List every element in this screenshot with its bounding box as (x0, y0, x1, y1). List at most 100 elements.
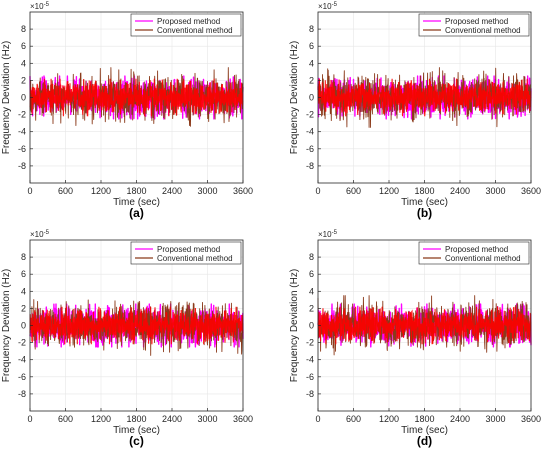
y-tick-label: 0 (309, 93, 314, 103)
y-tick-label: 2 (21, 303, 26, 313)
x-tick-label: 0 (315, 186, 320, 196)
x-tick-label: 3600 (233, 414, 253, 424)
legend-label: Conventional method (157, 254, 233, 263)
y-tick-label: -8 (18, 161, 26, 171)
y-tick-label: 8 (309, 24, 314, 34)
chart-panel-3: 0 600 1200 1800 2400 3000 3600 -8 -6 -4 -2 0 2 4 6 8 ×10… (1, 230, 253, 448)
y-axis-label: Frequency Deviation (Hz) (289, 269, 300, 382)
y-tick-label: 2 (309, 303, 314, 313)
x-tick-label: 1200 (91, 186, 111, 196)
panel-label: (b) (417, 206, 432, 220)
x-tick-label: 1200 (91, 414, 111, 424)
y-tick-label: 4 (21, 58, 26, 68)
overlay-trace (29, 78, 244, 117)
x-axis-label: Time (sec) (401, 425, 448, 436)
y-tick-label: -4 (306, 127, 314, 137)
y-exponent-label: ×10-5 (318, 230, 338, 239)
x-tick-label: 0 (27, 414, 32, 424)
y-tick-label: 8 (21, 24, 26, 34)
legend-box (418, 241, 530, 265)
x-tick-label: 2400 (450, 186, 470, 196)
x-tick-label: 1800 (126, 186, 146, 196)
legend-label: Conventional method (157, 26, 233, 35)
y-axis-label: Frequency Deviation (Hz) (1, 269, 12, 382)
y-tick-label: -4 (18, 355, 26, 365)
x-tick-label: 1200 (379, 414, 399, 424)
x-tick-label: 1800 (126, 414, 146, 424)
legend-label: Proposed method (157, 17, 220, 26)
y-tick-label: 4 (309, 286, 314, 296)
x-axis-label: Time (sec) (113, 197, 160, 208)
x-tick-label: 600 (58, 186, 73, 196)
y-tick-label: -4 (18, 127, 26, 137)
x-tick-label: 3000 (485, 414, 505, 424)
legend-label: Conventional method (445, 254, 521, 263)
y-tick-label: 8 (21, 252, 26, 262)
y-exponent-label: ×10-5 (30, 230, 50, 239)
x-tick-label: 1200 (379, 186, 399, 196)
chart-panel-1: 0 600 1200 1800 2400 3000 3600 -8 -6 -4 -2 0 2 4 6 8 ×10… (1, 2, 253, 220)
legend-box (130, 241, 242, 265)
legend-label: Conventional method (445, 26, 521, 35)
y-tick-label: -2 (18, 110, 26, 120)
x-tick-label: 2400 (450, 414, 470, 424)
x-tick-label: 2400 (162, 414, 182, 424)
panel-label: (a) (129, 206, 144, 220)
x-tick-label: 3000 (485, 186, 505, 196)
x-tick-label: 600 (346, 186, 361, 196)
y-axis-label: Frequency Deviation (Hz) (1, 41, 12, 154)
x-tick-label: 1800 (414, 414, 434, 424)
y-tick-label: 6 (21, 269, 26, 279)
y-tick-label: -2 (306, 110, 314, 120)
y-tick-label: -8 (18, 389, 26, 399)
chart-panel-4: 0 600 1200 1800 2400 3000 3600 -8 -6 -4 -2 0 2 4 6 8 ×10… (289, 230, 541, 448)
legend-label: Proposed method (445, 17, 508, 26)
y-exponent-label: ×10-5 (30, 2, 50, 11)
x-axis-label: Time (sec) (401, 197, 448, 208)
x-tick-label: 3600 (233, 186, 253, 196)
y-tick-label: 0 (21, 321, 26, 331)
y-tick-label: 2 (21, 75, 26, 85)
x-tick-label: 2400 (162, 186, 182, 196)
panel-label: (c) (129, 434, 144, 448)
x-tick-label: 3000 (197, 186, 217, 196)
x-tick-label: 600 (346, 414, 361, 424)
x-axis-label: Time (sec) (113, 425, 160, 436)
y-tick-label: -2 (306, 338, 314, 348)
y-tick-label: -6 (18, 372, 26, 382)
series-line (29, 299, 244, 356)
y-tick-label: -8 (306, 161, 314, 171)
y-tick-label: -8 (306, 389, 314, 399)
y-tick-label: 0 (21, 93, 26, 103)
y-tick-label: 0 (309, 321, 314, 331)
overlay-trace (29, 306, 244, 345)
legend-box (418, 13, 530, 37)
y-tick-label: -6 (306, 144, 314, 154)
y-tick-label: 4 (21, 286, 26, 296)
y-tick-label: -6 (18, 144, 26, 154)
y-axis-label: Frequency Deviation (Hz) (289, 41, 300, 154)
y-tick-label: -6 (306, 372, 314, 382)
y-exponent-label: ×10-5 (318, 2, 338, 11)
x-tick-label: 0 (27, 186, 32, 196)
y-tick-label: 6 (309, 41, 314, 51)
legend-box (130, 13, 242, 37)
overlay-trace (317, 78, 532, 117)
y-tick-label: 8 (309, 252, 314, 262)
y-tick-label: 6 (309, 269, 314, 279)
y-tick-label: 6 (21, 41, 26, 51)
y-tick-label: 2 (309, 75, 314, 85)
x-tick-label: 3000 (197, 414, 217, 424)
x-tick-label: 0 (315, 414, 320, 424)
legend-label: Proposed method (445, 245, 508, 254)
chart-panel-2: 0 600 1200 1800 2400 3000 3600 -8 -6 -4 -2 0 2 4 6 8 ×10… (289, 2, 541, 220)
legend-label: Proposed method (157, 245, 220, 254)
x-tick-label: 3600 (521, 186, 541, 196)
y-tick-label: -4 (306, 355, 314, 365)
x-tick-label: 600 (58, 414, 73, 424)
x-tick-label: 1800 (414, 186, 434, 196)
